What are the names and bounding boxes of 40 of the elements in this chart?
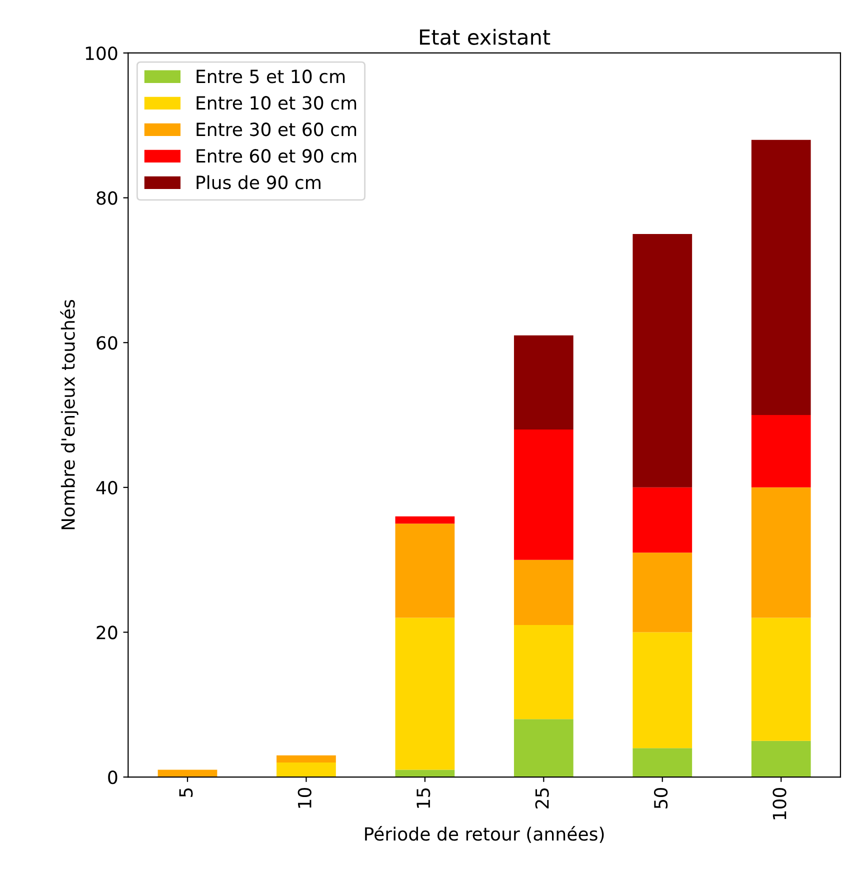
x-tick-label: 25 xyxy=(535,788,549,808)
bar xyxy=(276,762,336,778)
y-tick-label: 80 xyxy=(96,191,118,205)
bar xyxy=(751,618,811,741)
bar xyxy=(632,234,692,488)
y-tick-label: 60 xyxy=(96,336,118,350)
bar xyxy=(632,552,692,632)
bar xyxy=(395,618,455,770)
bar xyxy=(632,487,692,553)
bar xyxy=(276,755,336,763)
bar xyxy=(632,632,692,748)
bar xyxy=(632,748,692,778)
bar xyxy=(751,140,811,416)
y-tick-label: 20 xyxy=(96,626,118,640)
bar xyxy=(751,487,811,618)
bar xyxy=(395,516,455,524)
legend-label: Entre 30 et 60 cm xyxy=(196,122,356,136)
bar xyxy=(514,560,574,625)
x-tick-label: 50 xyxy=(654,788,668,808)
bar xyxy=(514,624,574,720)
chart-title: Etat existant xyxy=(420,28,550,45)
bar xyxy=(751,415,811,488)
y-axis-title: Nombre d'enjeux touchés xyxy=(60,300,78,530)
legend-label: Entre 60 et 90 cm xyxy=(196,149,356,163)
x-tick-label: 5 xyxy=(179,788,193,797)
bar xyxy=(514,429,574,560)
bar xyxy=(514,719,574,778)
legend-label: Entre 5 et 10 cm xyxy=(196,70,345,84)
legend-label: Plus de 90 cm xyxy=(196,175,320,190)
y-tick-label: 0 xyxy=(108,770,118,784)
x-axis-title: Période de retour (années) xyxy=(365,826,604,843)
bar xyxy=(514,335,574,430)
y-tick-label: 40 xyxy=(96,480,118,495)
y-tick-label: 100 xyxy=(86,46,118,60)
bar xyxy=(395,524,455,618)
x-tick-label: 15 xyxy=(416,788,430,808)
x-tick-label: 100 xyxy=(772,788,786,820)
legend-label: Entre 10 et 30 cm xyxy=(196,96,356,110)
x-tick-label: 10 xyxy=(298,788,312,808)
bar xyxy=(751,740,811,778)
